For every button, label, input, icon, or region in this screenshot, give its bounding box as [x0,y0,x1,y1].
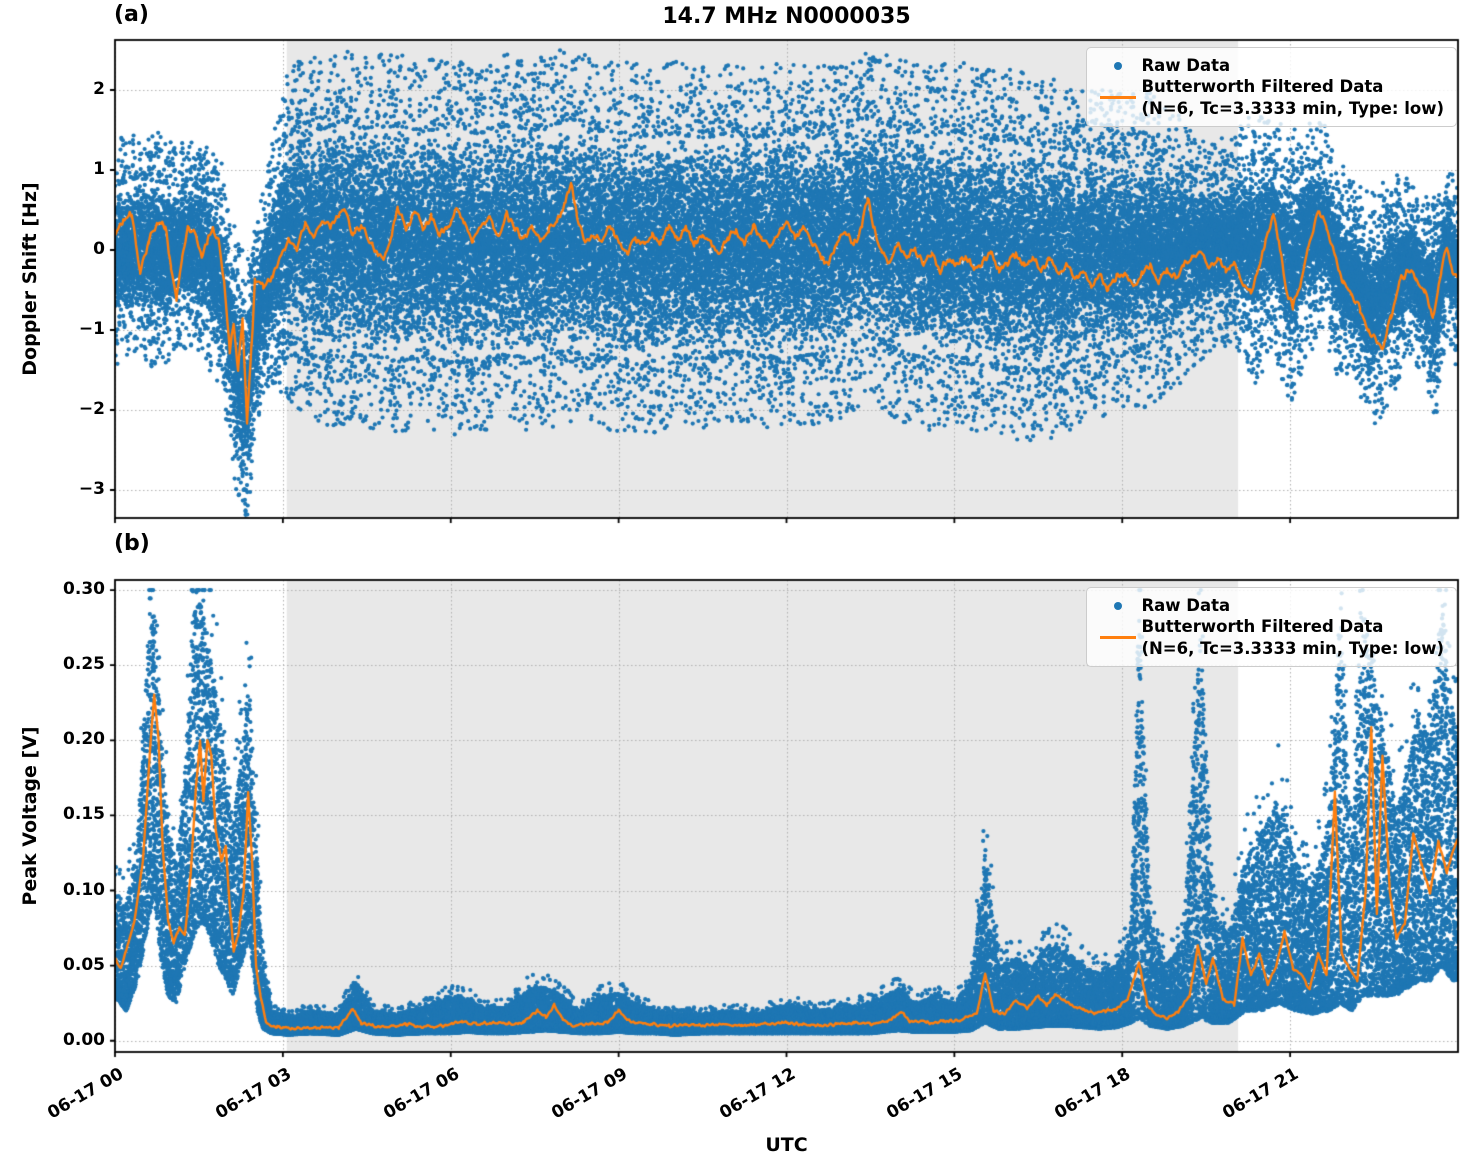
y-tick-label: 0.05 [63,954,105,975]
legend-filtered-label-line2: (N=6, Tc=3.3333 min, Type: low) [1141,98,1444,118]
legend-panel-a: Raw Data Butterworth Filtered Data (N=6,… [1086,47,1457,128]
y-tick-label: −3 [78,479,105,499]
y-tick-label: 0.10 [63,879,105,900]
legend-filtered-label-line1: Butterworth Filtered Data [1141,617,1384,637]
legend-filtered-label: Butterworth Filtered Data (N=6, Tc=3.333… [1141,616,1444,659]
y-tick-label: 0.20 [63,729,105,750]
y-tick-label: 0.00 [63,1029,105,1050]
legend-item-filtered: Butterworth Filtered Data (N=6, Tc=3.333… [1095,76,1444,119]
filtered-line-marker-icon [1095,96,1141,100]
legend-item-filtered: Butterworth Filtered Data (N=6, Tc=3.333… [1095,616,1444,659]
figure-title: 14.7 MHz N0000035 [662,4,911,29]
raw-data-marker-icon [1095,601,1141,610]
panel-label-b: (b) [114,531,150,556]
legend-raw-label: Raw Data [1141,56,1231,75]
filtered-line-marker-icon [1095,636,1141,640]
y-tick-label: 2 [93,79,105,99]
panel-label-a: (a) [114,2,149,27]
y-tick-label: 1 [93,159,105,179]
legend-filtered-label-line1: Butterworth Filtered Data [1141,77,1384,97]
y-tick-label: 0 [93,239,105,259]
legend-item-raw: Raw Data [1095,595,1444,616]
y-tick-label: −1 [78,319,105,339]
x-axis-label-utc: UTC [765,1134,808,1156]
raw-data-marker-icon [1095,61,1141,70]
legend-item-raw: Raw Data [1095,55,1444,76]
legend-filtered-label-line2: (N=6, Tc=3.3333 min, Type: low) [1141,638,1444,658]
legend-raw-label: Raw Data [1141,596,1231,615]
legend-panel-b: Raw Data Butterworth Filtered Data (N=6,… [1086,587,1457,668]
y-tick-label: −2 [78,399,105,419]
y-tick-label: 0.25 [63,654,105,675]
legend-filtered-label: Butterworth Filtered Data (N=6, Tc=3.333… [1141,76,1444,119]
y-tick-label: 0.30 [63,579,105,600]
y-tick-label: 0.15 [63,804,105,825]
